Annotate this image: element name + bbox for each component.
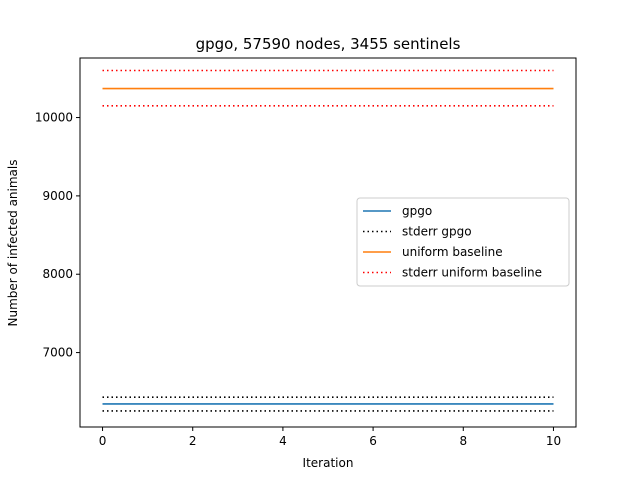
x-tick-label: 8	[459, 434, 467, 448]
y-tick-label: 7000	[42, 346, 73, 360]
y-tick-label: 8000	[42, 267, 73, 281]
x-tick-label: 4	[279, 434, 287, 448]
legend-label: stderr gpgo	[402, 225, 472, 239]
y-axis-ticks: 7000 8000 9000 10000	[35, 111, 80, 360]
x-tick-label: 0	[99, 434, 107, 448]
plot-area	[102, 69, 554, 412]
x-axis-label: Iteration	[303, 456, 354, 470]
axes-frame	[79, 57, 577, 428]
y-axis-label: Number of infected animals	[6, 160, 20, 327]
legend: gpgo stderr gpgo uniform baseline stderr un…	[356, 197, 570, 287]
legend-label: uniform baseline	[402, 245, 503, 259]
x-tick-label: 2	[189, 434, 197, 448]
y-tick-label: 10000	[35, 111, 73, 125]
x-tick-label: 6	[369, 434, 377, 448]
legend-label: stderr uniform baseline	[402, 266, 542, 280]
chart-title: gpgo, 57590 nodes, 3455 sentinels	[196, 35, 461, 53]
y-tick-label: 9000	[42, 189, 73, 203]
legend-label: gpgo	[402, 204, 432, 218]
legend-box	[356, 197, 570, 287]
x-tick-label: 10	[546, 434, 561, 448]
x-axis-ticks: 0 2 4 6 8 10	[99, 427, 561, 448]
